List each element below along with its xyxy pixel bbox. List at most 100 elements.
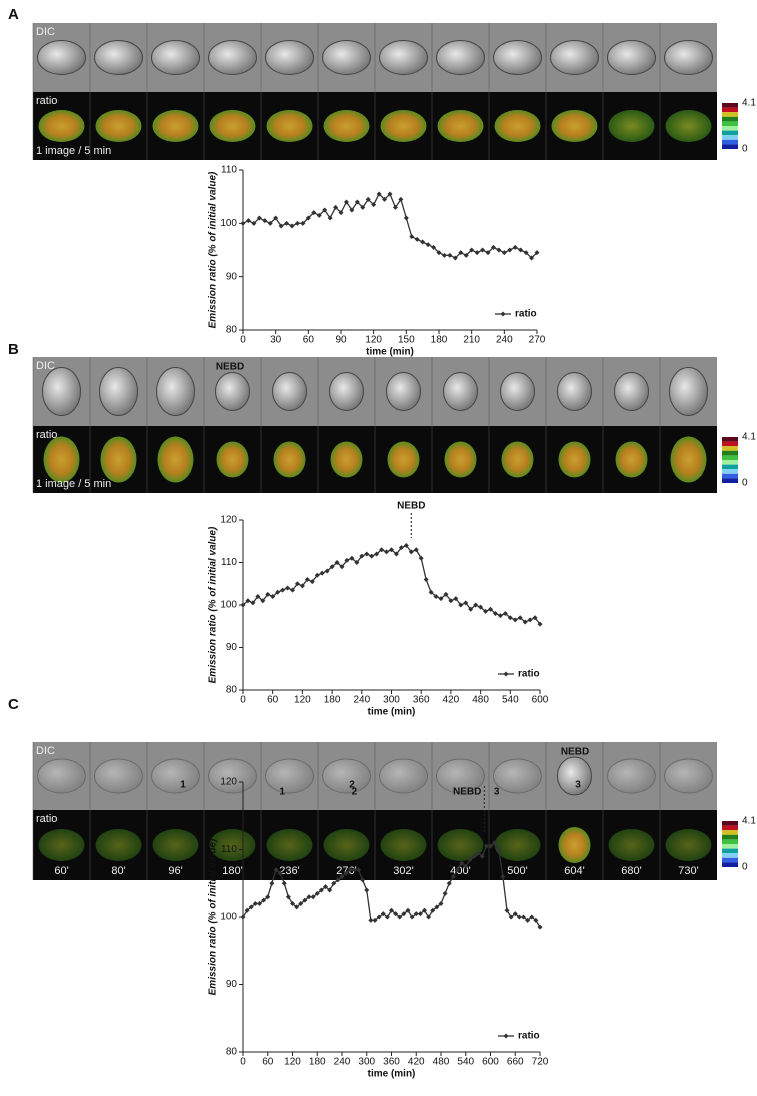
- panel-label: A: [8, 6, 19, 23]
- ratio-cell: [502, 442, 534, 478]
- ratio-cell: [609, 829, 655, 861]
- dic-cell: [444, 373, 478, 411]
- x-tick-label: 660: [507, 1057, 524, 1068]
- colorbar-step: [722, 135, 738, 140]
- ratio-cell: [39, 110, 85, 142]
- x-tick-label: 480: [433, 1057, 450, 1068]
- colorbar-step: [722, 103, 738, 108]
- point: [426, 242, 431, 247]
- y-tick-label: 110: [221, 844, 237, 855]
- ratio-label: ratio: [36, 813, 57, 825]
- frame-time: 236': [279, 865, 299, 877]
- legend-label: ratio: [515, 309, 537, 320]
- point: [241, 221, 246, 226]
- point: [498, 613, 503, 618]
- x-tick-label: 540: [457, 1057, 474, 1068]
- ratio-cell: [267, 829, 313, 861]
- ratio-cell: [39, 829, 85, 861]
- x-tick-label: 240: [496, 335, 513, 346]
- legend-marker: [501, 312, 506, 317]
- dic-cell: [615, 373, 649, 411]
- x-tick-label: 480: [472, 695, 489, 706]
- point: [415, 237, 420, 242]
- ratio-cell: [381, 110, 427, 142]
- point: [369, 554, 374, 559]
- point: [513, 245, 518, 250]
- dic-cell: [38, 759, 86, 793]
- ratio-cell: [44, 437, 80, 483]
- colorbar-step: [722, 144, 738, 149]
- x-tick-label: 240: [334, 1057, 351, 1068]
- x-tick-label: 600: [482, 1057, 499, 1068]
- point: [496, 248, 501, 253]
- point: [285, 586, 290, 591]
- point: [424, 577, 429, 582]
- cell-mark: 1: [180, 780, 186, 791]
- ratio-cell: [495, 110, 541, 142]
- dic-cell: [95, 759, 143, 793]
- dic-cell: [380, 759, 428, 793]
- dic-note: NEBD: [216, 362, 244, 373]
- colorbar-step: [722, 455, 738, 460]
- x-tick-label: 240: [353, 695, 370, 706]
- ratio-cell: [495, 829, 541, 861]
- x-tick-label: 360: [413, 695, 430, 706]
- x-tick-label: 0: [240, 1057, 246, 1068]
- frame-time: 302': [393, 865, 413, 877]
- dic-cell: [43, 368, 81, 416]
- dic-cell: [670, 368, 708, 416]
- ratio-cell: [101, 437, 137, 483]
- frame-time: 500': [507, 865, 527, 877]
- point: [364, 888, 369, 893]
- dic-cell: [608, 41, 656, 75]
- ratio-label: ratio: [36, 429, 57, 441]
- point: [290, 224, 295, 229]
- ratio-label: ratio: [36, 95, 57, 107]
- ratio-cell: [438, 829, 484, 861]
- colorbar-step: [722, 826, 738, 831]
- x-tick-label: 180: [309, 1057, 326, 1068]
- point: [409, 234, 414, 239]
- ratio-cell: [388, 442, 420, 478]
- annotation: NEBD: [397, 501, 425, 512]
- dic-cell: [330, 373, 364, 411]
- ratio-cell: [609, 110, 655, 142]
- y-tick-label: 120: [220, 777, 237, 788]
- point: [518, 248, 523, 253]
- dic-cell: [494, 759, 542, 793]
- ratio-cell: [671, 437, 707, 483]
- dic-cell: [608, 759, 656, 793]
- dic-cell: [437, 41, 485, 75]
- ratio-cell: [158, 437, 194, 483]
- point: [364, 552, 369, 557]
- point: [246, 218, 251, 223]
- colorbar-step: [722, 858, 738, 863]
- y-tick-label: 100: [220, 600, 237, 611]
- dic-cell: [387, 373, 421, 411]
- colorbar-step: [722, 849, 738, 854]
- point: [475, 250, 480, 255]
- y-axis-title: Emission ratio (% of initial value): [208, 171, 219, 328]
- dic-cell: [216, 373, 250, 411]
- dic-label: DIC: [36, 26, 55, 38]
- y-tick-label: 80: [226, 685, 238, 696]
- frame-time: 180': [222, 865, 242, 877]
- colorbar-step: [722, 437, 738, 442]
- dic-cell: [551, 41, 599, 75]
- colorbar-step: [722, 117, 738, 122]
- ratio-cell: [217, 442, 249, 478]
- x-tick-label: 420: [443, 695, 460, 706]
- cell-mark: 3: [575, 780, 581, 791]
- dic-cell: [38, 41, 86, 75]
- legend-label: ratio: [518, 669, 540, 680]
- ratio-cell: [324, 829, 370, 861]
- x-axis-title: time (min): [366, 347, 414, 358]
- ratio-cell: [616, 442, 648, 478]
- dic-cell: [501, 373, 535, 411]
- colorbar-step: [722, 446, 738, 451]
- frame-time: 80': [111, 865, 125, 877]
- y-tick-label: 80: [226, 325, 238, 336]
- dic-cell: [273, 373, 307, 411]
- colorbar-step: [722, 108, 738, 113]
- point: [443, 891, 448, 896]
